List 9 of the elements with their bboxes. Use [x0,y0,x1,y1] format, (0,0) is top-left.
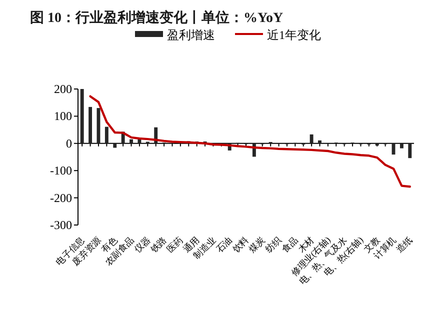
y-tick-label: -200 [50,190,72,205]
y-tick-label: 200 [54,82,72,96]
legend-label: 近1年变化 [267,28,321,42]
y-tick-label: -300 [50,218,72,232]
y-tick-label: 0 [66,136,72,150]
y-tick-label: -100 [50,164,72,178]
chart-title: 图 10：行业盈利增速变化丨单位：%YoY [30,9,284,26]
legend-label: 盈利增速 [167,28,215,42]
y-tick-label: 100 [54,109,72,124]
